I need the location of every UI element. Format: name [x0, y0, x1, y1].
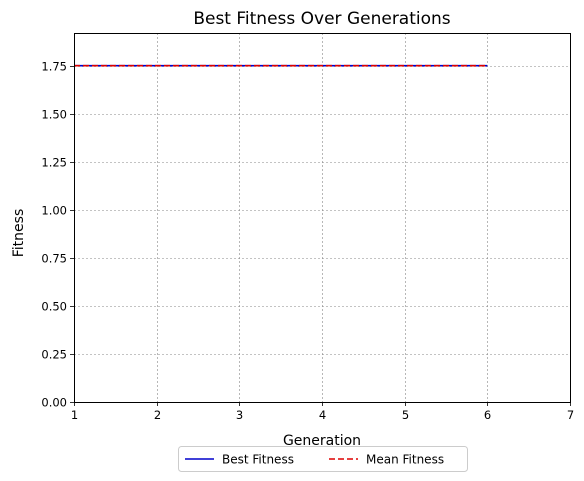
y-tick-label: 0.25: [41, 348, 67, 362]
y-tick-label: 1.75: [41, 60, 67, 74]
y-tick-label: 1.50: [41, 108, 67, 122]
legend-label-mean-fitness: Mean Fitness: [366, 453, 444, 467]
x-tick-label: 2: [154, 408, 161, 422]
y-tick-label: 0.00: [41, 396, 67, 410]
y-axis-label: Fitness: [11, 209, 27, 258]
x-axis-label: Generation: [283, 433, 361, 449]
y-axis-ticks: 0.00 0.25 0.50 0.75 1.00 1.25 1.50 1.75: [41, 60, 74, 410]
chart-title: Best Fitness Over Generations: [193, 9, 450, 29]
x-axis-ticks: 1 2 3 4 5 6 7: [71, 402, 574, 422]
x-tick-label: 4: [319, 408, 326, 422]
x-tick-label: 6: [484, 408, 491, 422]
x-tick-label: 5: [402, 408, 409, 422]
x-tick-label: 7: [567, 408, 574, 422]
legend-box: [178, 446, 468, 472]
y-tick-label: 0.75: [41, 252, 67, 266]
legend-label-best-fitness: Best Fitness: [222, 453, 294, 467]
y-tick-label: 1.25: [41, 156, 67, 170]
x-tick-label: 3: [236, 408, 243, 422]
y-tick-label: 0.50: [41, 300, 67, 314]
x-tick-label: 1: [71, 408, 78, 422]
legend: Best Fitness Mean Fitness: [178, 446, 468, 472]
y-tick-label: 1.00: [41, 204, 67, 218]
